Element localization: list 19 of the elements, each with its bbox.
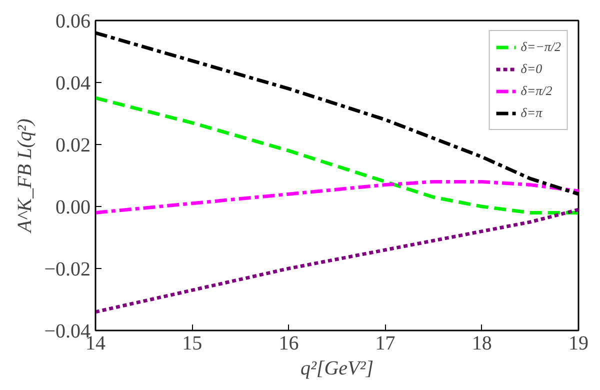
legend-label: δ=0 bbox=[520, 61, 542, 77]
legend-label: δ=π/2 bbox=[520, 83, 552, 99]
x-tick-label: 15 bbox=[182, 332, 202, 354]
y-tick-label: 0.06 bbox=[56, 10, 90, 32]
x-tick-label: 17 bbox=[375, 332, 396, 354]
x-tick-label: 19 bbox=[568, 332, 588, 354]
x-axis-title: q²[GeV²] bbox=[300, 358, 374, 380]
y-tick-label: 0.02 bbox=[56, 134, 90, 156]
y-tick-label: −0.02 bbox=[44, 258, 90, 280]
y-tick-label: 0.04 bbox=[56, 72, 90, 94]
line-series bbox=[96, 180, 578, 214]
y-axis-title: A^K_FB L(q²) bbox=[14, 118, 36, 234]
line-series bbox=[96, 208, 578, 314]
legend-label: δ=π bbox=[520, 105, 542, 121]
y-tick-label: 0.00 bbox=[56, 196, 90, 218]
legend-label: δ=−π/2 bbox=[520, 39, 561, 55]
x-tick-label: 18 bbox=[472, 332, 492, 354]
x-tick-label: 16 bbox=[278, 332, 299, 354]
line-series bbox=[96, 96, 578, 214]
